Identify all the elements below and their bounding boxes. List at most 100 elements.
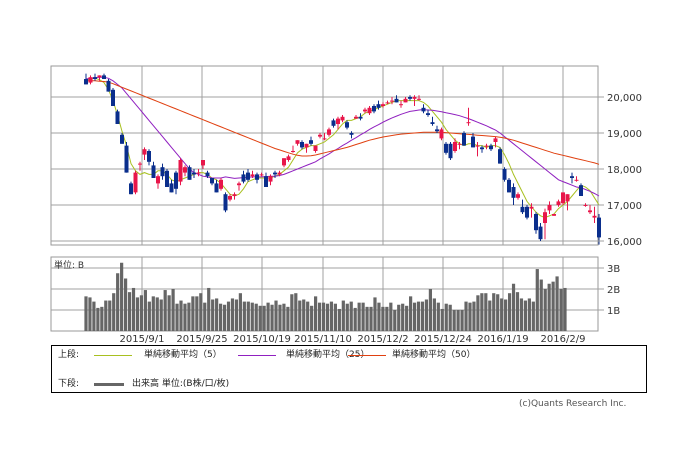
- candle-body: [421, 107, 426, 112]
- price-tick-label: 19,000: [607, 129, 642, 140]
- legend: 上段: 単純移動平均（5） 単純移動平均（25） 単純移動平均（50） 下段: …: [51, 345, 647, 393]
- volume-bar: [254, 303, 258, 331]
- date-tick-label: 2015/9/1: [120, 334, 165, 345]
- volume-bar: [325, 303, 330, 331]
- candle-body: [268, 176, 273, 182]
- candle-body: [160, 167, 165, 177]
- date-tick-label: 2015/10/19: [233, 334, 291, 345]
- volume-bar: [88, 297, 92, 331]
- volume-bar: [262, 305, 266, 331]
- ma25-swatch: [238, 355, 276, 356]
- ma50-swatch: [348, 355, 386, 356]
- volume-bar: [218, 303, 223, 331]
- volume-bar: [207, 287, 211, 331]
- candle-body: [151, 165, 156, 178]
- volume-bar: [448, 304, 452, 331]
- volume-bar: [203, 302, 207, 331]
- candle-body: [583, 205, 588, 206]
- candle-body: [196, 172, 201, 174]
- volume-bar: [108, 300, 112, 331]
- volume-bar: [416, 301, 421, 331]
- candle-body: [372, 106, 376, 112]
- candle-body: [187, 167, 192, 180]
- volume-bar: [246, 301, 250, 331]
- volume-bar: [179, 300, 183, 331]
- candle-body: [88, 77, 93, 83]
- candle-body: [358, 116, 363, 119]
- volume-bar: [531, 301, 535, 331]
- volume-bar: [270, 304, 274, 331]
- candle-body: [543, 212, 547, 223]
- candle-body: [394, 98, 399, 103]
- candle-body: [363, 109, 367, 112]
- candle-body: [336, 118, 340, 124]
- legend-ma50-label: 単純移動平均（50）: [392, 350, 476, 360]
- volume-bar: [306, 301, 310, 331]
- volume-bar: [96, 307, 100, 331]
- candle-body: [547, 205, 552, 211]
- volume-bar: [238, 293, 242, 331]
- price-tick-label: 18,000: [607, 165, 642, 176]
- candle-body: [390, 100, 394, 102]
- candle-body: [498, 149, 502, 164]
- legend-ma5-label: 単純移動平均（5）: [144, 350, 222, 360]
- volume-bar: [353, 307, 357, 331]
- volume-bar: [373, 297, 377, 331]
- candle-body: [169, 183, 174, 193]
- volume-bar: [151, 296, 155, 331]
- volume-bar: [104, 300, 108, 331]
- volume-bar: [337, 308, 341, 331]
- volume-bar: [539, 279, 543, 331]
- candle-body: [574, 179, 579, 181]
- volume-bar: [519, 298, 524, 331]
- candle-body: [345, 122, 349, 128]
- candle-body: [448, 143, 453, 159]
- candle-body: [408, 97, 412, 99]
- volume-bar: [314, 296, 318, 331]
- volume-bar: [488, 300, 492, 331]
- volume-bar: [258, 305, 262, 331]
- candle-body: [241, 174, 246, 182]
- candle-body: [412, 97, 417, 99]
- candle-body: [282, 158, 286, 166]
- volume-bar: [555, 276, 559, 331]
- candle-body: [138, 163, 142, 165]
- volume-bar: [321, 302, 326, 331]
- volume-bar: [365, 306, 369, 331]
- volume-bar: [159, 299, 163, 331]
- volume-bar: [468, 302, 472, 331]
- candle-body: [313, 145, 318, 151]
- date-axis: 2015/9/1 2015/9/25 2015/10/19 2015/11/10 201…: [120, 334, 586, 345]
- candle-body: [264, 176, 268, 187]
- volume-bar: [175, 303, 179, 331]
- volume-bar: [286, 306, 290, 331]
- date-tick-label: 2015/11/10: [294, 334, 352, 345]
- volume-bar: [345, 303, 349, 331]
- volume-bar: [242, 301, 246, 331]
- price-grid: [50, 65, 599, 246]
- candle-body: [214, 183, 219, 193]
- candle-body: [538, 226, 543, 240]
- volume-bar: [361, 302, 365, 331]
- candle-body: [565, 194, 570, 202]
- candle-body: [588, 210, 592, 213]
- volume-bar: [298, 300, 302, 331]
- volume-bar: [127, 292, 132, 331]
- volume-bar: [191, 296, 195, 331]
- candle-body: [493, 138, 498, 142]
- candle-body: [453, 142, 457, 151]
- candle-body: [129, 183, 133, 195]
- volume-bar: [100, 306, 104, 331]
- volume-bar: [155, 297, 159, 331]
- volume-bar: [120, 262, 124, 331]
- volume-bar: [440, 308, 444, 331]
- candle-body: [219, 179, 223, 189]
- volume-bar: [515, 292, 520, 331]
- legend-lower-label: 下段:: [58, 379, 80, 389]
- candle-body: [120, 134, 124, 144]
- candle-body: [124, 145, 129, 173]
- moving-average-line: [86, 80, 600, 165]
- volume-bar: [310, 305, 314, 331]
